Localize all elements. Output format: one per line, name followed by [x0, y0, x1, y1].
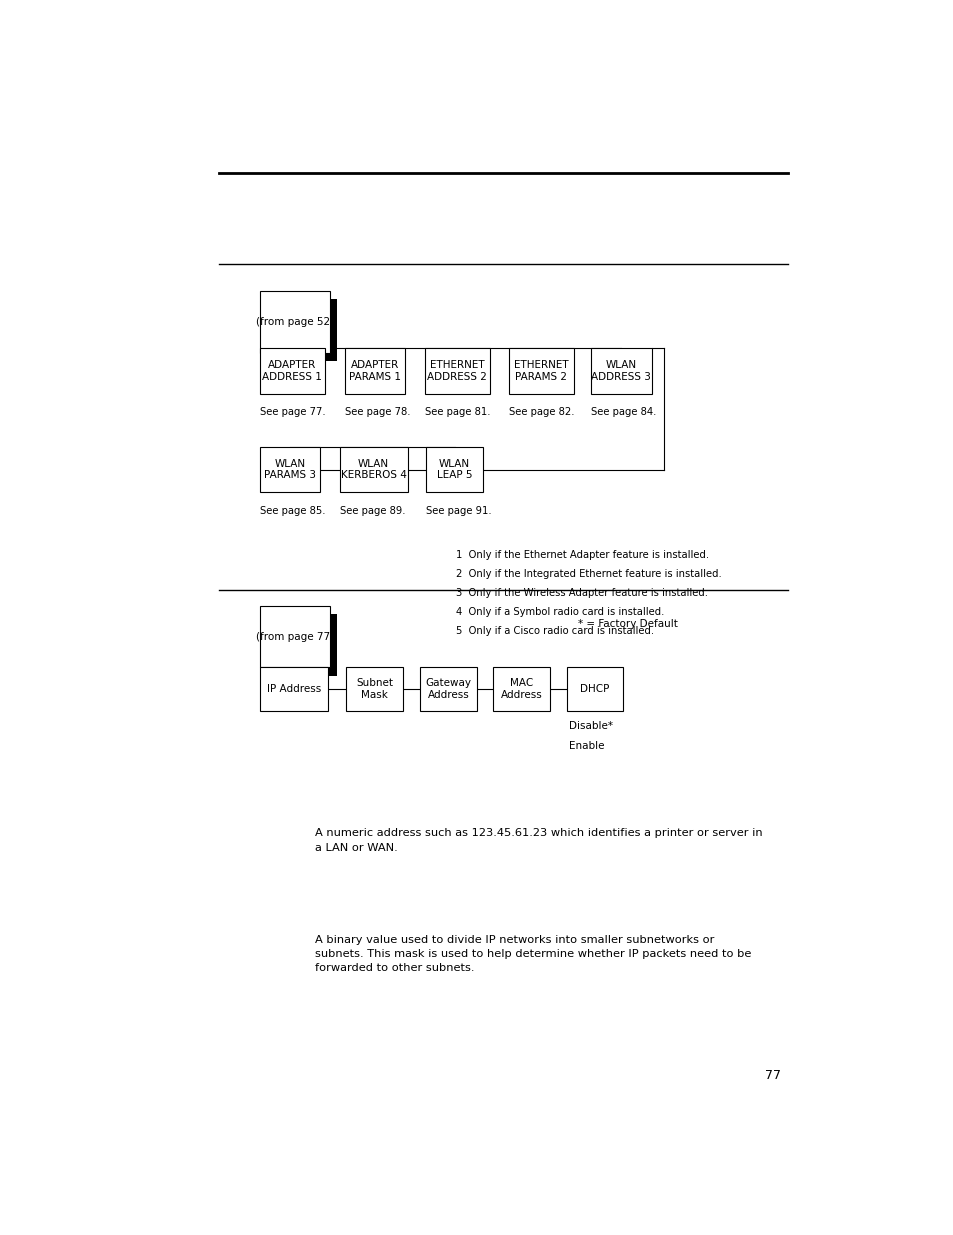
Text: 1  Only if the Ethernet Adapter feature is installed.: 1 Only if the Ethernet Adapter feature i…: [456, 550, 708, 559]
Text: 3  Only if the Wireless Adapter feature is installed.: 3 Only if the Wireless Adapter feature i…: [456, 588, 707, 598]
Text: See page 81.: See page 81.: [424, 406, 490, 417]
Bar: [259, 291, 330, 353]
Bar: [259, 348, 324, 394]
Bar: [339, 447, 407, 493]
Text: Enable: Enable: [568, 741, 603, 751]
Bar: [426, 447, 482, 493]
Text: * = Factory Default: * = Factory Default: [577, 619, 677, 629]
Bar: [419, 667, 476, 711]
Bar: [508, 348, 574, 394]
Text: IP Address: IP Address: [266, 684, 320, 694]
Text: 77: 77: [764, 1070, 781, 1082]
Text: WLAN
ADDRESS 3: WLAN ADDRESS 3: [591, 359, 651, 382]
Text: See page 78.: See page 78.: [344, 406, 410, 417]
Bar: [424, 348, 489, 394]
Bar: [566, 667, 623, 711]
Text: WLAN
LEAP 5: WLAN LEAP 5: [436, 459, 472, 480]
Text: WLAN
PARAMS 3: WLAN PARAMS 3: [264, 459, 315, 480]
Text: Disable*: Disable*: [568, 721, 612, 731]
Text: 2  Only if the Integrated Ethernet feature is installed.: 2 Only if the Integrated Ethernet featur…: [456, 568, 720, 578]
Bar: [344, 348, 405, 394]
Text: ETHERNET
PARAMS 2: ETHERNET PARAMS 2: [514, 359, 568, 382]
Text: See page 84.: See page 84.: [590, 406, 656, 417]
Text: (from page 77): (from page 77): [255, 631, 334, 641]
Text: Subnet
Mask: Subnet Mask: [355, 678, 393, 700]
Text: See page 85.: See page 85.: [259, 506, 325, 516]
Bar: [266, 299, 336, 361]
Text: A numeric address such as 123.45.61.23 which identifies a printer or server in
a: A numeric address such as 123.45.61.23 w…: [314, 829, 762, 852]
Bar: [346, 667, 403, 711]
Text: A binary value used to divide IP networks into smaller subnetworks or
subnets. T: A binary value used to divide IP network…: [314, 935, 751, 973]
Text: ADAPTER
ADDRESS 1: ADAPTER ADDRESS 1: [262, 359, 322, 382]
Text: See page 89.: See page 89.: [339, 506, 405, 516]
Text: DHCP: DHCP: [579, 684, 609, 694]
Text: MAC
Address: MAC Address: [500, 678, 542, 700]
Text: 4  Only if a Symbol radio card is installed.: 4 Only if a Symbol radio card is install…: [456, 606, 663, 616]
Bar: [590, 348, 651, 394]
Text: ADAPTER
PARAMS 1: ADAPTER PARAMS 1: [349, 359, 400, 382]
Text: 5  Only if a Cisco radio card is installed.: 5 Only if a Cisco radio card is installe…: [456, 626, 653, 636]
Bar: [259, 605, 330, 667]
Text: See page 82.: See page 82.: [508, 406, 574, 417]
Bar: [259, 447, 320, 493]
Bar: [493, 667, 550, 711]
Bar: [266, 614, 336, 676]
Bar: [259, 667, 328, 711]
Text: See page 77.: See page 77.: [259, 406, 325, 417]
Text: Gateway
Address: Gateway Address: [425, 678, 471, 700]
Text: ETHERNET
ADDRESS 2: ETHERNET ADDRESS 2: [427, 359, 487, 382]
Text: WLAN
KERBEROS 4: WLAN KERBEROS 4: [340, 459, 406, 480]
Text: See page 91.: See page 91.: [426, 506, 491, 516]
Text: (from page 52): (from page 52): [255, 316, 334, 327]
